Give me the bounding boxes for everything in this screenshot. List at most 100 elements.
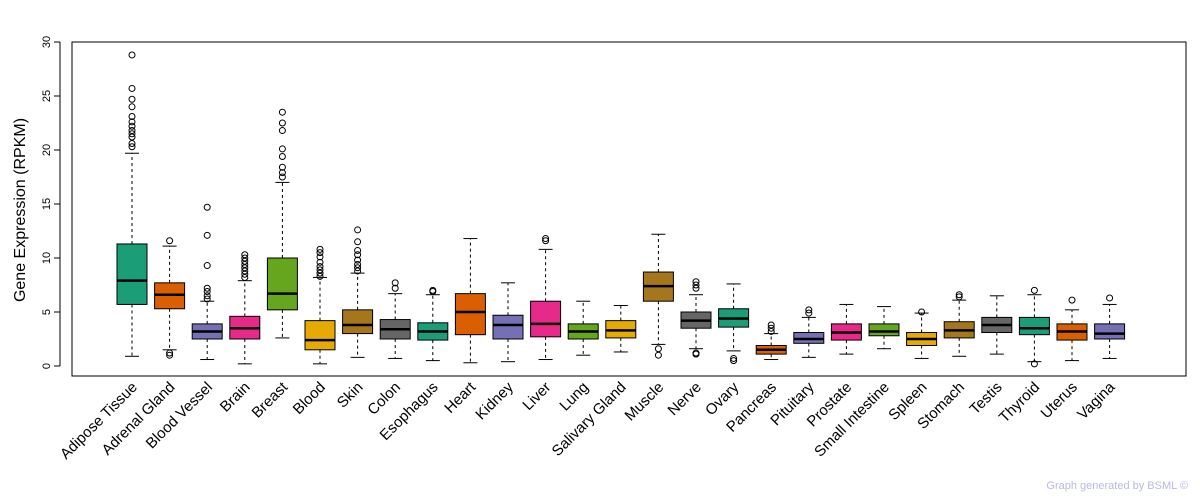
outlier-point xyxy=(278,127,286,135)
outlier-point xyxy=(203,284,211,292)
outlier-point xyxy=(203,262,211,270)
box-thyroid xyxy=(1018,286,1050,368)
outlier-point xyxy=(203,287,211,295)
outlier-point xyxy=(241,251,249,259)
outlier-point xyxy=(128,113,136,121)
box-body xyxy=(266,257,298,311)
outlier-point xyxy=(730,357,738,365)
outlier-point xyxy=(316,266,324,274)
outlier-point xyxy=(391,284,399,292)
box-body xyxy=(342,309,374,335)
outlier-point xyxy=(1030,286,1038,294)
box-kidney xyxy=(492,282,524,363)
outlier-point xyxy=(128,127,136,135)
outlier-point xyxy=(654,345,662,353)
box-testis xyxy=(981,295,1013,355)
box-adipose-tissue xyxy=(116,51,148,357)
outlier-point xyxy=(354,260,362,268)
box-lung xyxy=(567,300,599,356)
box-salivary-gland xyxy=(605,305,637,353)
box-body xyxy=(868,323,900,337)
outlier-point xyxy=(203,292,211,300)
box-ovary xyxy=(718,283,750,365)
box-blood-vessel xyxy=(191,203,223,361)
y-axis-title: Gene Expression (RPKM) xyxy=(12,118,29,302)
box-brain xyxy=(229,251,261,365)
outlier-point xyxy=(1030,360,1038,368)
x-label-vagina: Vagina xyxy=(1074,378,1119,423)
box-stomach xyxy=(943,291,975,357)
boxes xyxy=(116,51,1126,368)
outlier-point xyxy=(654,351,662,359)
y-tick-label: 0 xyxy=(41,363,53,369)
outlier-point xyxy=(354,256,362,264)
outlier-point xyxy=(730,354,738,362)
outlier-point xyxy=(166,351,174,359)
outlier-point xyxy=(128,95,136,103)
box-prostate xyxy=(830,303,862,355)
x-label-liver: Liver xyxy=(519,379,554,414)
box-small-intestine xyxy=(868,306,900,350)
box-spleen xyxy=(906,308,938,359)
outlier-point xyxy=(203,295,211,303)
box-esophagus xyxy=(417,286,449,362)
outlier-point xyxy=(278,173,286,181)
outlier-point xyxy=(316,249,324,257)
outlier-point xyxy=(316,245,324,253)
box-heart xyxy=(454,238,486,364)
box-skin xyxy=(342,226,374,358)
box-vagina xyxy=(1094,294,1126,359)
plot-frame xyxy=(71,41,1187,377)
y-tick-label: 20 xyxy=(41,144,53,156)
outlier-point xyxy=(241,254,249,262)
box-body xyxy=(1018,316,1050,336)
x-label-thyroid: Thyroid xyxy=(996,379,1043,426)
outlier-point xyxy=(278,119,286,127)
outlier-point xyxy=(767,324,775,332)
box-nerve xyxy=(680,278,712,358)
box-blood xyxy=(304,245,336,365)
box-body xyxy=(492,314,524,340)
box-breast xyxy=(266,108,298,339)
outlier-point xyxy=(278,145,286,153)
x-label-uterus: Uterus xyxy=(1038,379,1081,422)
y-tick-label: 15 xyxy=(41,198,53,210)
outlier-point xyxy=(354,251,362,259)
credit-text: Graph generated by BSML © xyxy=(1046,480,1188,492)
box-liver xyxy=(530,235,562,361)
box-body xyxy=(1094,323,1126,340)
outlier-point xyxy=(542,235,550,243)
outlier-point xyxy=(278,163,286,171)
x-label-breast: Breast xyxy=(249,378,292,421)
outlier-point xyxy=(128,118,136,126)
outlier-point xyxy=(805,306,813,314)
outlier-point xyxy=(278,152,286,160)
outlier-point xyxy=(128,130,136,138)
outlier-point xyxy=(955,291,963,299)
outlier-point xyxy=(354,238,362,246)
outlier-point xyxy=(166,237,174,245)
outlier-point xyxy=(542,237,550,245)
outlier-point xyxy=(391,279,399,287)
box-body xyxy=(304,320,336,351)
outlier-point xyxy=(354,226,362,234)
y-tick-label: 5 xyxy=(41,309,53,315)
x-label-muscle: Muscle xyxy=(622,379,668,425)
outlier-point xyxy=(128,103,136,111)
outlier-point xyxy=(429,286,437,294)
outlier-point xyxy=(203,203,211,211)
y-tick-label: 30 xyxy=(41,36,53,48)
outlier-point xyxy=(316,263,324,271)
outlier-point xyxy=(128,143,136,151)
outlier-point xyxy=(316,253,324,261)
box-body xyxy=(454,293,486,336)
outlier-point xyxy=(354,246,362,254)
outlier-point xyxy=(692,281,700,289)
outlier-point xyxy=(278,169,286,177)
outlier-point xyxy=(918,308,926,316)
box-uterus xyxy=(1056,296,1088,362)
outlier-point xyxy=(128,122,136,130)
outlier-point xyxy=(1068,296,1076,304)
